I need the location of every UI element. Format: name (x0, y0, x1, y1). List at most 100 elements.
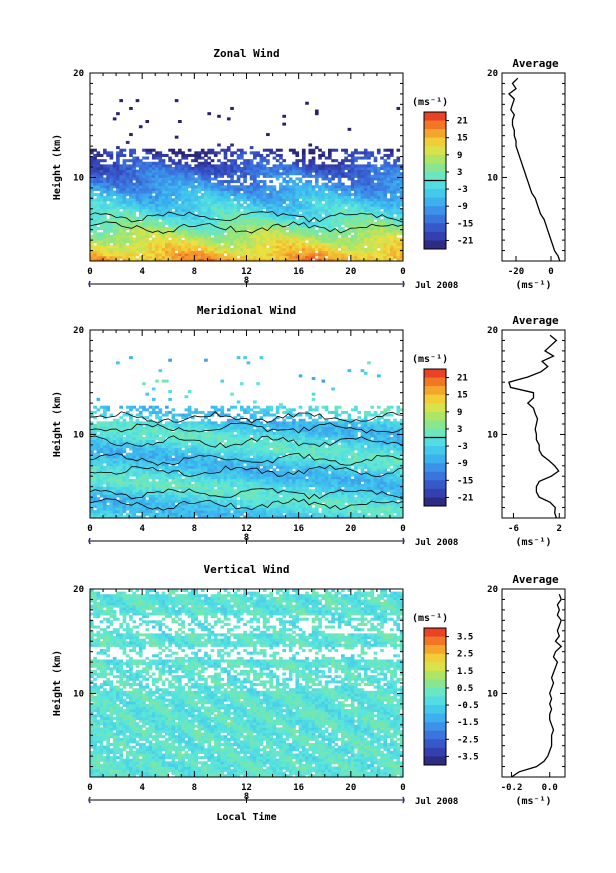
heatmap-cell (106, 253, 110, 257)
heatmap-cell (174, 447, 179, 451)
heatmap-cell (376, 185, 381, 189)
heatmap-cell (142, 416, 146, 420)
heatmap-cell (148, 515, 153, 519)
heatmap-cell (129, 502, 133, 506)
heatmap-cell (129, 224, 133, 228)
heatmap-cell (331, 258, 335, 262)
heatmap-cell (262, 237, 267, 241)
heatmap-cell (106, 457, 110, 461)
heatmap-cell (236, 185, 241, 189)
heatmap-cell (204, 255, 208, 259)
heatmap-cell (383, 214, 388, 218)
heatmap-cell (171, 174, 176, 178)
heatmap-cell (233, 240, 238, 244)
colorbar-segment (424, 231, 446, 241)
heatmap-cell (233, 172, 238, 176)
heatmap-cell (230, 206, 234, 210)
heatmap-cell (256, 255, 260, 259)
heatmap-cell (253, 187, 257, 191)
heatmap-cell (204, 169, 208, 173)
heatmap-cell (168, 240, 172, 244)
heatmap-cell (148, 450, 153, 454)
heatmap-cell (90, 515, 94, 519)
heatmap-cell (151, 182, 156, 186)
heatmap-cell (269, 216, 273, 220)
heatmap-cell (112, 434, 117, 438)
heatmap-cell (103, 460, 107, 464)
heatmap-cell (151, 258, 156, 262)
heatmap-cell (142, 502, 146, 506)
heatmap-cell (93, 203, 97, 207)
heatmap-cell (393, 169, 397, 173)
heatmap-cell (311, 221, 316, 225)
heatmap-cell (103, 481, 107, 485)
heatmap-cell (135, 180, 140, 184)
heatmap-cell (93, 512, 97, 516)
heatmap-cell (389, 203, 394, 207)
heatmap-cell (194, 208, 198, 212)
heatmap-cell (217, 247, 221, 251)
heatmap-cell (207, 240, 212, 244)
heatmap-cell (106, 237, 110, 241)
heatmap-cell (116, 431, 120, 435)
heatmap-cell (119, 471, 124, 475)
heatmap-cell (354, 198, 358, 202)
heatmap-cell (106, 151, 110, 155)
heatmap-cell (386, 237, 391, 241)
heatmap-cell (318, 216, 322, 220)
heatmap-cell (171, 237, 176, 241)
heatmap-cell (99, 421, 104, 425)
heatmap-cell (112, 180, 117, 184)
heatmap-cell (311, 214, 316, 218)
heatmap-cell (151, 221, 156, 225)
heatmap-cell (135, 237, 140, 241)
heatmap-cell (155, 180, 159, 184)
heatmap-cell (178, 232, 182, 236)
heatmap-cell (321, 174, 326, 178)
heatmap-cell (393, 208, 397, 212)
heatmap-cell (135, 229, 140, 233)
heatmap-cell (164, 190, 169, 194)
heatmap-cell (328, 258, 332, 262)
heatmap-cell (90, 421, 94, 425)
heatmap-cell (256, 161, 260, 165)
colorbar-segment (424, 223, 446, 233)
heatmap-cell (155, 156, 159, 160)
heatmap-cell (207, 190, 212, 194)
heatmap-cell (363, 187, 368, 191)
heatmap-cell (132, 253, 137, 257)
heatmap-cell (142, 234, 146, 238)
heatmap-cell (318, 185, 322, 189)
heatmap-cell (318, 198, 322, 202)
heatmap-cell (341, 247, 345, 251)
heatmap-cell (200, 174, 205, 178)
heatmap-cell (112, 447, 117, 451)
heatmap-cell (301, 200, 306, 204)
heatmap-cell (161, 227, 166, 231)
heatmap-cell (174, 187, 179, 191)
heatmap-cell (295, 177, 300, 181)
heatmap-cell (246, 164, 251, 168)
heatmap-cell (311, 247, 316, 251)
heatmap-cell (106, 180, 110, 184)
heatmap-cell (370, 255, 375, 259)
heatmap-cell (246, 198, 251, 202)
heatmap-cell (389, 242, 394, 246)
heatmap-cell (184, 245, 189, 249)
heatmap-cell (132, 494, 137, 498)
heatmap-cell (155, 413, 159, 417)
heatmap-cell (308, 182, 313, 186)
heatmap-cell (217, 258, 221, 262)
heatmap-cell (90, 434, 94, 438)
heatmap-cell (181, 515, 185, 519)
heatmap-cell (197, 242, 202, 246)
heatmap-cell (119, 507, 124, 511)
heatmap-cell (344, 253, 348, 257)
heatmap-cell (370, 221, 375, 225)
heatmap-cell (145, 489, 150, 493)
heatmap-cell (148, 499, 153, 503)
heatmap-cell (210, 182, 215, 186)
heatmap-cell (200, 156, 205, 160)
heatmap-cell (298, 172, 303, 176)
heatmap-cell (226, 193, 231, 197)
